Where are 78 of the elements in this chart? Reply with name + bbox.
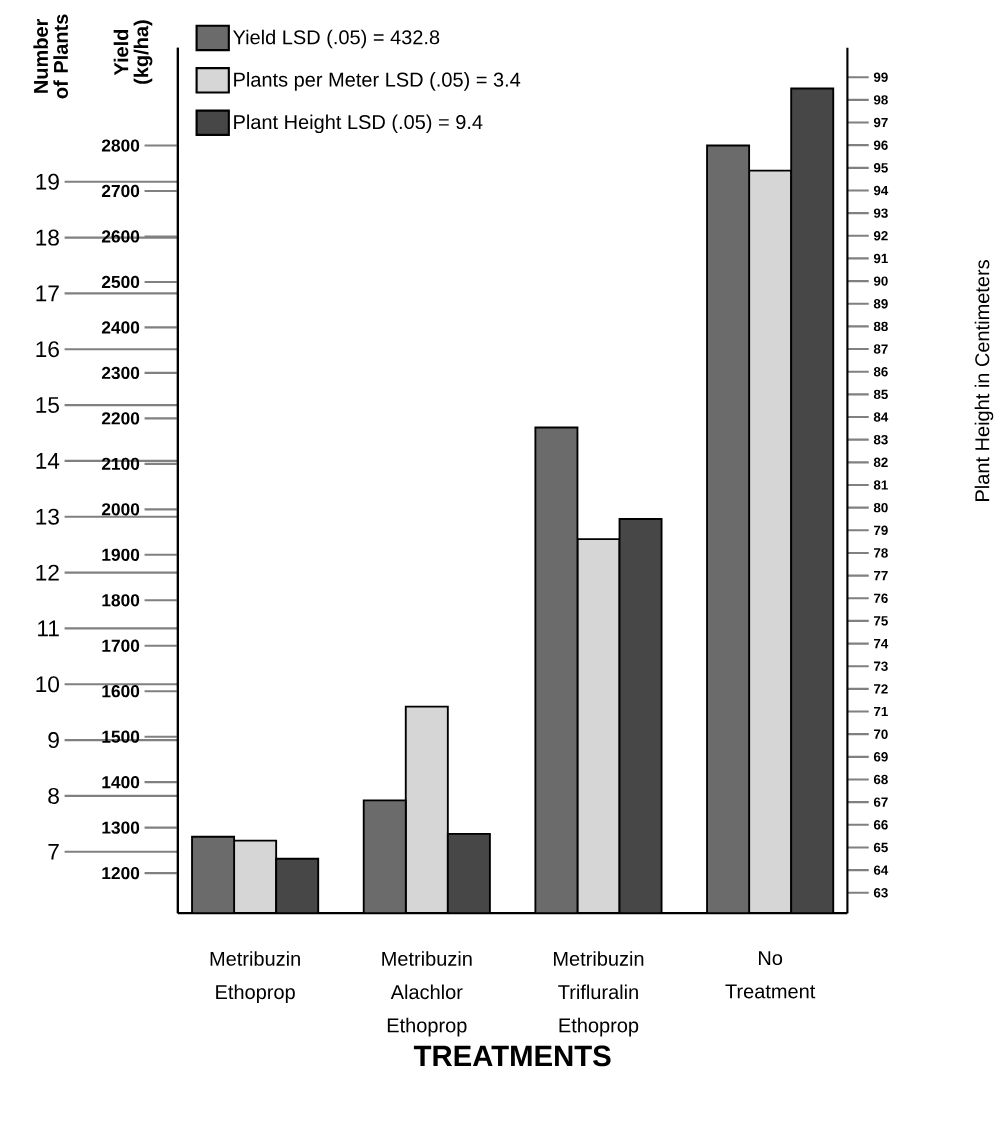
- y2-tick-label: 70: [873, 729, 888, 739]
- y3-tick-label: 16: [36, 341, 59, 358]
- y3-tick-label: 10: [36, 676, 59, 693]
- y2-tick-label: 95: [873, 163, 888, 173]
- x-tick-label: Metribuzin Alachlor Ethoprop: [382, 951, 472, 1037]
- y2-tick-label: 80: [873, 502, 888, 513]
- y-tick-label: 1200: [102, 867, 139, 880]
- y2-tick-label: 75: [873, 616, 888, 626]
- y-tick-label: 2600: [101, 230, 139, 243]
- y3-tick-label: 8: [48, 787, 59, 804]
- y-tick-label: 1900: [102, 548, 139, 561]
- y2-tick-label: 82: [873, 457, 888, 468]
- y-tick-label: 1600: [102, 685, 139, 698]
- y2-tick-label: 66: [873, 820, 888, 830]
- y-axis-title: Yield (kg/ha): [113, 20, 153, 84]
- y2-tick-label: 91: [873, 253, 888, 264]
- y-tick-label: 2500: [101, 275, 139, 289]
- y-tick-label: 2300: [101, 366, 139, 380]
- y-tick-label: 1800: [102, 594, 139, 607]
- y3-tick-label: 9: [48, 732, 59, 749]
- x-tick-label: Metribuzin Ethoprop: [210, 951, 300, 1004]
- y3-tick-label: 15: [36, 397, 59, 413]
- y2-tick-label: 88: [873, 321, 888, 332]
- y-tick-label: 1700: [102, 639, 139, 652]
- y2-tick-label: 93: [873, 208, 888, 218]
- y-tick-label: 2800: [101, 139, 139, 152]
- y3-tick-label: 14: [36, 453, 60, 469]
- y3-tick-label: 7: [48, 843, 59, 860]
- y2-tick-label: 99: [873, 72, 888, 82]
- y2-tick-label: 65: [873, 842, 888, 853]
- y2-tick-label: 97: [873, 117, 888, 128]
- y2-tick-label: 67: [873, 797, 888, 807]
- y2-tick-label: 73: [873, 661, 888, 671]
- y3-tick-label: 12: [36, 564, 59, 581]
- y2-tick-label: 72: [873, 684, 888, 694]
- y-tick-label: 2000: [101, 503, 139, 516]
- y2-tick-label: 86: [873, 367, 888, 377]
- y2-tick-label: 78: [873, 548, 888, 558]
- y-tick-label: 1500: [102, 730, 139, 743]
- x-tick-label: No Treatment: [725, 951, 816, 999]
- y-tick-label: 1300: [102, 821, 139, 834]
- y2-tick-label: 64: [873, 865, 889, 875]
- y2-tick-label: 71: [873, 706, 888, 717]
- y2-tick-label: 76: [873, 593, 888, 603]
- y2-tick-label: 90: [873, 276, 888, 286]
- y2-tick-label: 74: [873, 638, 889, 649]
- legend-label: Plants per Meter LSD (.05) = 3.4: [234, 72, 521, 91]
- y2-tick-label: 94: [873, 185, 889, 196]
- y3-tick-label: 17: [36, 285, 59, 302]
- legend-label: Yield LSD (.05) = 432.8: [232, 29, 440, 49]
- y-tick-label: 2700: [101, 184, 139, 198]
- y2-tick-label: 63: [873, 888, 888, 898]
- y2-tick-label: 96: [873, 140, 888, 150]
- y2-tick-label: 81: [873, 480, 888, 490]
- y3-axis-title: Number of Plants: [33, 14, 68, 99]
- y3-tick-label: 19: [36, 173, 59, 190]
- y2-tick-label: 89: [873, 299, 888, 309]
- y2-tick-label: 83: [873, 434, 888, 445]
- y2-tick-label: 85: [873, 389, 888, 400]
- y2-tick-label: 69: [873, 752, 888, 762]
- y-tick-label: 2100: [101, 457, 139, 470]
- y-tick-label: 1400: [102, 776, 139, 789]
- y2-tick-label: 77: [873, 571, 888, 581]
- y-tick-label: 2400: [101, 321, 139, 334]
- y2-tick-label: 87: [873, 344, 888, 354]
- y3-tick-label: 18: [36, 229, 59, 246]
- y2-tick-label: 68: [873, 774, 888, 785]
- y2-tick-label: 92: [873, 231, 888, 241]
- y3-tick-label: 13: [36, 508, 59, 525]
- x-tick-label: Metribuzin Trifluralin Ethoprop: [553, 951, 644, 1037]
- y3-tick-label: 11: [37, 620, 59, 637]
- y2-tick-label: 84: [873, 412, 889, 422]
- y2-axis-title: Plant Height in Centimeters: [974, 260, 994, 501]
- x-axis-title: TREATMENTS: [413, 1045, 611, 1067]
- y2-tick-label: 79: [873, 525, 888, 536]
- y2-tick-label: 98: [873, 95, 888, 105]
- y-tick-label: 2200: [101, 412, 139, 425]
- legend-label: Plant Height LSD (.05) = 9.4: [234, 114, 483, 134]
